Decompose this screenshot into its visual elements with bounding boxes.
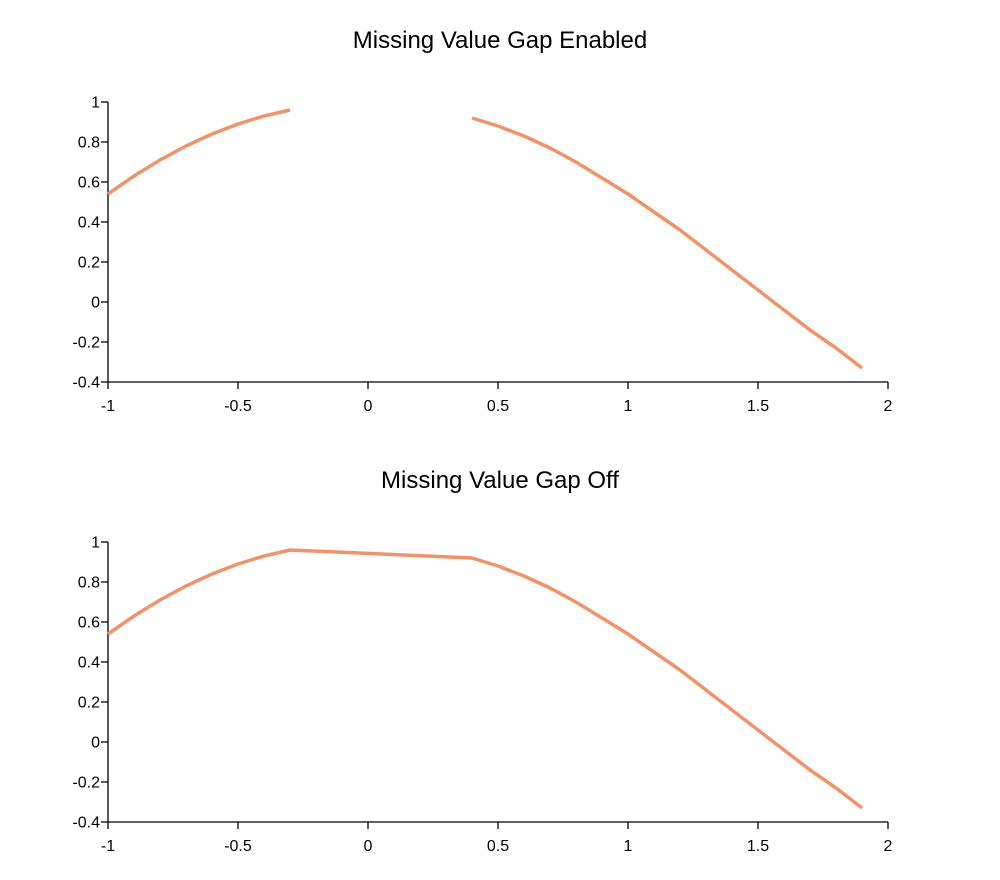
y-tick-label: -0.4 — [72, 815, 100, 832]
y-tick-label: 0 — [91, 735, 100, 752]
y-tick-label: 0.8 — [78, 135, 100, 152]
x-tick-label: 1 — [624, 838, 633, 855]
x-tick-label: -1 — [101, 838, 115, 855]
chart-title: Missing Value Gap Off — [381, 467, 619, 494]
y-tick-label: 0.2 — [78, 255, 100, 272]
x-tick-label: -0.5 — [224, 838, 252, 855]
y-tick-label: 0.4 — [78, 215, 100, 232]
x-tick-label: 1.5 — [747, 398, 769, 415]
series-line — [107, 548, 864, 810]
x-tick-label: 0.5 — [487, 398, 509, 415]
series-line — [107, 108, 864, 370]
x-tick-label: 0 — [364, 838, 373, 855]
x-tick-label: 2 — [884, 838, 893, 855]
y-tick-label: 0.6 — [78, 175, 100, 192]
x-tick-label: 0 — [364, 398, 373, 415]
x-tick-label: -1 — [101, 398, 115, 415]
y-tick-label: 0.4 — [78, 655, 100, 672]
y-tick-label: 0.2 — [78, 695, 100, 712]
y-tick-label: -0.2 — [72, 335, 100, 352]
x-tick-label: 0.5 — [487, 838, 509, 855]
x-tick-label: 1.5 — [747, 838, 769, 855]
x-tick-label: 1 — [624, 398, 633, 415]
y-tick-label: 0.6 — [78, 615, 100, 632]
chart-panel-gap-off: Missing Value Gap Off -0.4 -0.2 0 0.2 0.4 0.6 0… — [72, 467, 892, 855]
x-tick-label: 2 — [884, 398, 893, 415]
chart-title: Missing Value Gap Enabled — [353, 27, 647, 54]
y-tick-label: 0 — [91, 295, 100, 312]
y-tick-label: 1 — [91, 95, 100, 112]
y-tick-label: 1 — [91, 535, 100, 552]
y-tick-label: -0.4 — [72, 375, 100, 392]
chart-panel-gap-enabled: Missing Value Gap Enabled -0.4 -0.2 0 0.2 0.4… — [72, 27, 892, 415]
x-tick-label: -0.5 — [224, 398, 252, 415]
y-tick-label: -0.2 — [72, 775, 100, 792]
y-tick-label: 0.8 — [78, 575, 100, 592]
